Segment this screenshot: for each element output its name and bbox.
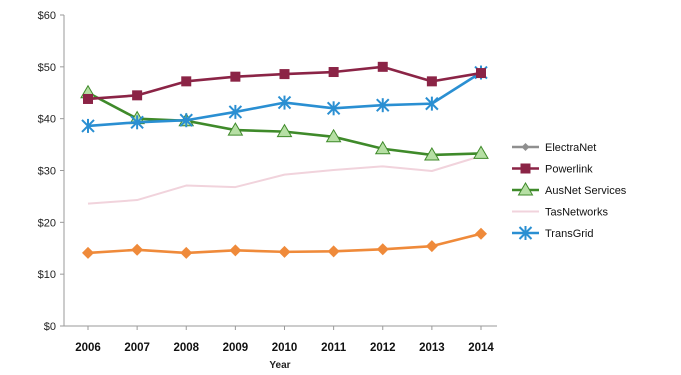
data-point-transgrid: [425, 96, 439, 111]
legend-swatch-marker: [517, 182, 534, 196]
y-tick-label: $10: [38, 269, 56, 281]
data-point-unlabeled-series: [82, 246, 94, 259]
data-point-transgrid: [326, 101, 341, 116]
data-point-ausnet-services: [424, 146, 440, 161]
data-point-transgrid: [130, 115, 144, 130]
x-tick-label: 2006: [75, 342, 101, 354]
y-tick-label: $50: [38, 62, 56, 74]
data-point-ausnet-services: [227, 122, 244, 136]
x-tick-label: 2014: [468, 342, 494, 354]
x-tick-label: 2008: [173, 342, 199, 354]
data-point-unlabeled-series: [376, 243, 389, 256]
legend-label: TasNetworks: [545, 207, 608, 219]
legend-swatch-marker: [521, 143, 530, 151]
data-point-transgrid: [81, 118, 95, 133]
data-point-unlabeled-series: [229, 244, 242, 257]
series-transgrid: [81, 65, 488, 133]
legend-label: TransGrid: [545, 228, 594, 240]
data-point-powerlink: [279, 69, 290, 80]
x-tick-label: 2012: [370, 342, 396, 354]
x-tick-label: 2013: [419, 342, 445, 354]
y-tick-label: $0: [44, 321, 56, 333]
series-line-tasnetworks: [87, 155, 482, 205]
y-tick-label: $60: [38, 10, 56, 22]
x-tick-labels: 2006 2007 2008 2009 2010 2011 2012 2013 2014: [75, 326, 494, 354]
x-tick-label: 2010: [272, 342, 298, 354]
data-point-transgrid: [179, 113, 193, 128]
y-tick-label: $20: [38, 217, 56, 229]
data-point-ausnet-services: [473, 145, 489, 159]
data-point-unlabeled-series: [327, 245, 340, 258]
series-powerlink: [83, 61, 486, 104]
data-point-transgrid: [228, 104, 243, 119]
data-point-ausnet-services: [325, 128, 342, 143]
series-tasnetworks: [87, 155, 482, 205]
legend-item-tasnetworks: TasNetworks: [512, 207, 608, 219]
data-point-ausnet-services: [374, 140, 391, 155]
legend-label: ElectraNet: [545, 142, 596, 154]
x-tick-label: 2011: [321, 342, 347, 354]
data-point-powerlink: [132, 90, 143, 101]
y-tick-label: $30: [38, 166, 56, 178]
y-tick-label: $40: [38, 114, 56, 126]
data-point-unlabeled-series: [475, 227, 487, 240]
data-point-powerlink: [181, 76, 192, 87]
data-point-unlabeled-series: [180, 246, 193, 259]
legend-swatch-marker: [518, 226, 533, 240]
series-unlabeled-series: [82, 227, 487, 259]
data-point-powerlink: [328, 67, 339, 78]
x-axis-title: Year: [269, 360, 290, 371]
x-tick-label: 2009: [223, 342, 249, 354]
y-tick-labels: $0 $10 $20 $30 $40 $50 $60: [38, 10, 64, 333]
data-point-ausnet-services: [276, 123, 293, 138]
x-tick-label: 2007: [124, 342, 150, 354]
series-layer: [80, 61, 489, 259]
data-point-unlabeled-series: [131, 243, 144, 256]
legend: ElectraNet Powerlink AusNet Services TasNet…: [512, 142, 627, 240]
legend-label: AusNet Services: [545, 185, 627, 197]
data-point-powerlink: [230, 71, 241, 82]
data-point-transgrid: [277, 95, 292, 110]
data-point-unlabeled-series: [278, 245, 291, 258]
data-point-powerlink: [83, 93, 93, 104]
legend-swatch-marker: [520, 163, 531, 174]
data-point-powerlink: [426, 76, 437, 87]
legend-item-electranet: ElectraNet: [512, 142, 596, 154]
data-point-transgrid: [376, 98, 390, 113]
data-point-powerlink: [377, 61, 388, 72]
data-point-unlabeled-series: [425, 240, 438, 253]
legend-label: Powerlink: [545, 164, 593, 176]
legend-item-transgrid: TransGrid: [512, 226, 594, 240]
legend-item-powerlink: Powerlink: [512, 163, 593, 176]
legend-item-ausnet-services: AusNet Services: [512, 182, 627, 197]
data-point-powerlink: [476, 68, 486, 79]
